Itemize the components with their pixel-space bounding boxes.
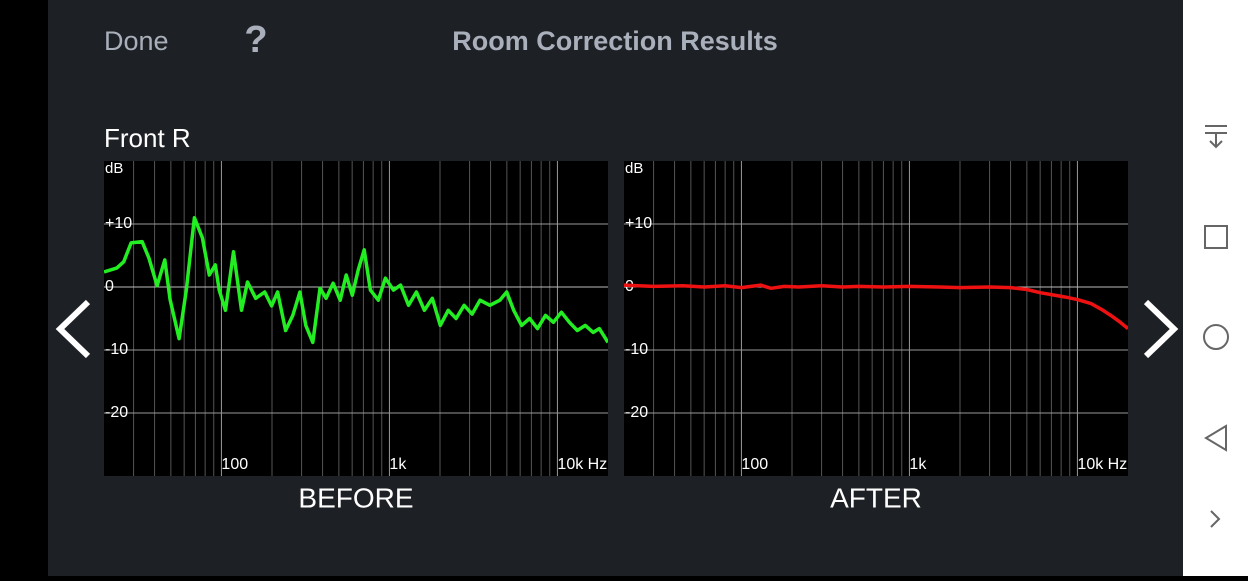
response-line (624, 283, 1128, 330)
y-tick-label: +10 (105, 215, 132, 232)
y-tick-label: -20 (625, 404, 648, 421)
screen-title: Room Correction Results (452, 26, 778, 56)
plot-area (104, 161, 608, 476)
left-strip (0, 0, 48, 576)
nav-bar (1183, 0, 1248, 576)
plot: 100 1k 10k Hz +10 0 -10 -20 dB (104, 160, 608, 476)
help-button[interactable]: ? (244, 19, 267, 61)
y-tick-label: -10 (625, 341, 648, 358)
nav-home[interactable] (1203, 324, 1229, 350)
done-button[interactable]: Done (104, 26, 169, 56)
plot-area (624, 161, 1128, 476)
chart-title: BEFORE (298, 482, 413, 513)
nav-down[interactable] (1209, 133, 1223, 149)
chart-title: AFTER (830, 482, 922, 513)
x-tick-label: 10k Hz (1077, 456, 1127, 473)
nav-recent[interactable] (1204, 225, 1228, 249)
y-tick-label: -20 (105, 404, 128, 421)
prev-arrow[interactable] (55, 299, 91, 359)
x-tick-label: 100 (741, 456, 768, 473)
nav-back[interactable] (1204, 424, 1227, 452)
y-tick-label: +10 (625, 215, 652, 232)
nav-icons (1203, 125, 1229, 528)
response-line (104, 215, 608, 345)
x-tick-label: 100 (221, 456, 248, 473)
next-arrow[interactable] (1143, 299, 1179, 359)
y-tick-label: -10 (105, 341, 128, 358)
y-tick-label: 0 (105, 278, 114, 295)
nav-more[interactable] (1210, 510, 1221, 528)
y-axis-label: dB (105, 160, 123, 177)
x-tick-label: 10k Hz (557, 456, 607, 473)
y-axis-label: dB (625, 160, 643, 177)
x-tick-label: 1k (389, 456, 407, 473)
channel-name: Front R (104, 123, 191, 153)
x-tick-label: 1k (909, 456, 927, 473)
